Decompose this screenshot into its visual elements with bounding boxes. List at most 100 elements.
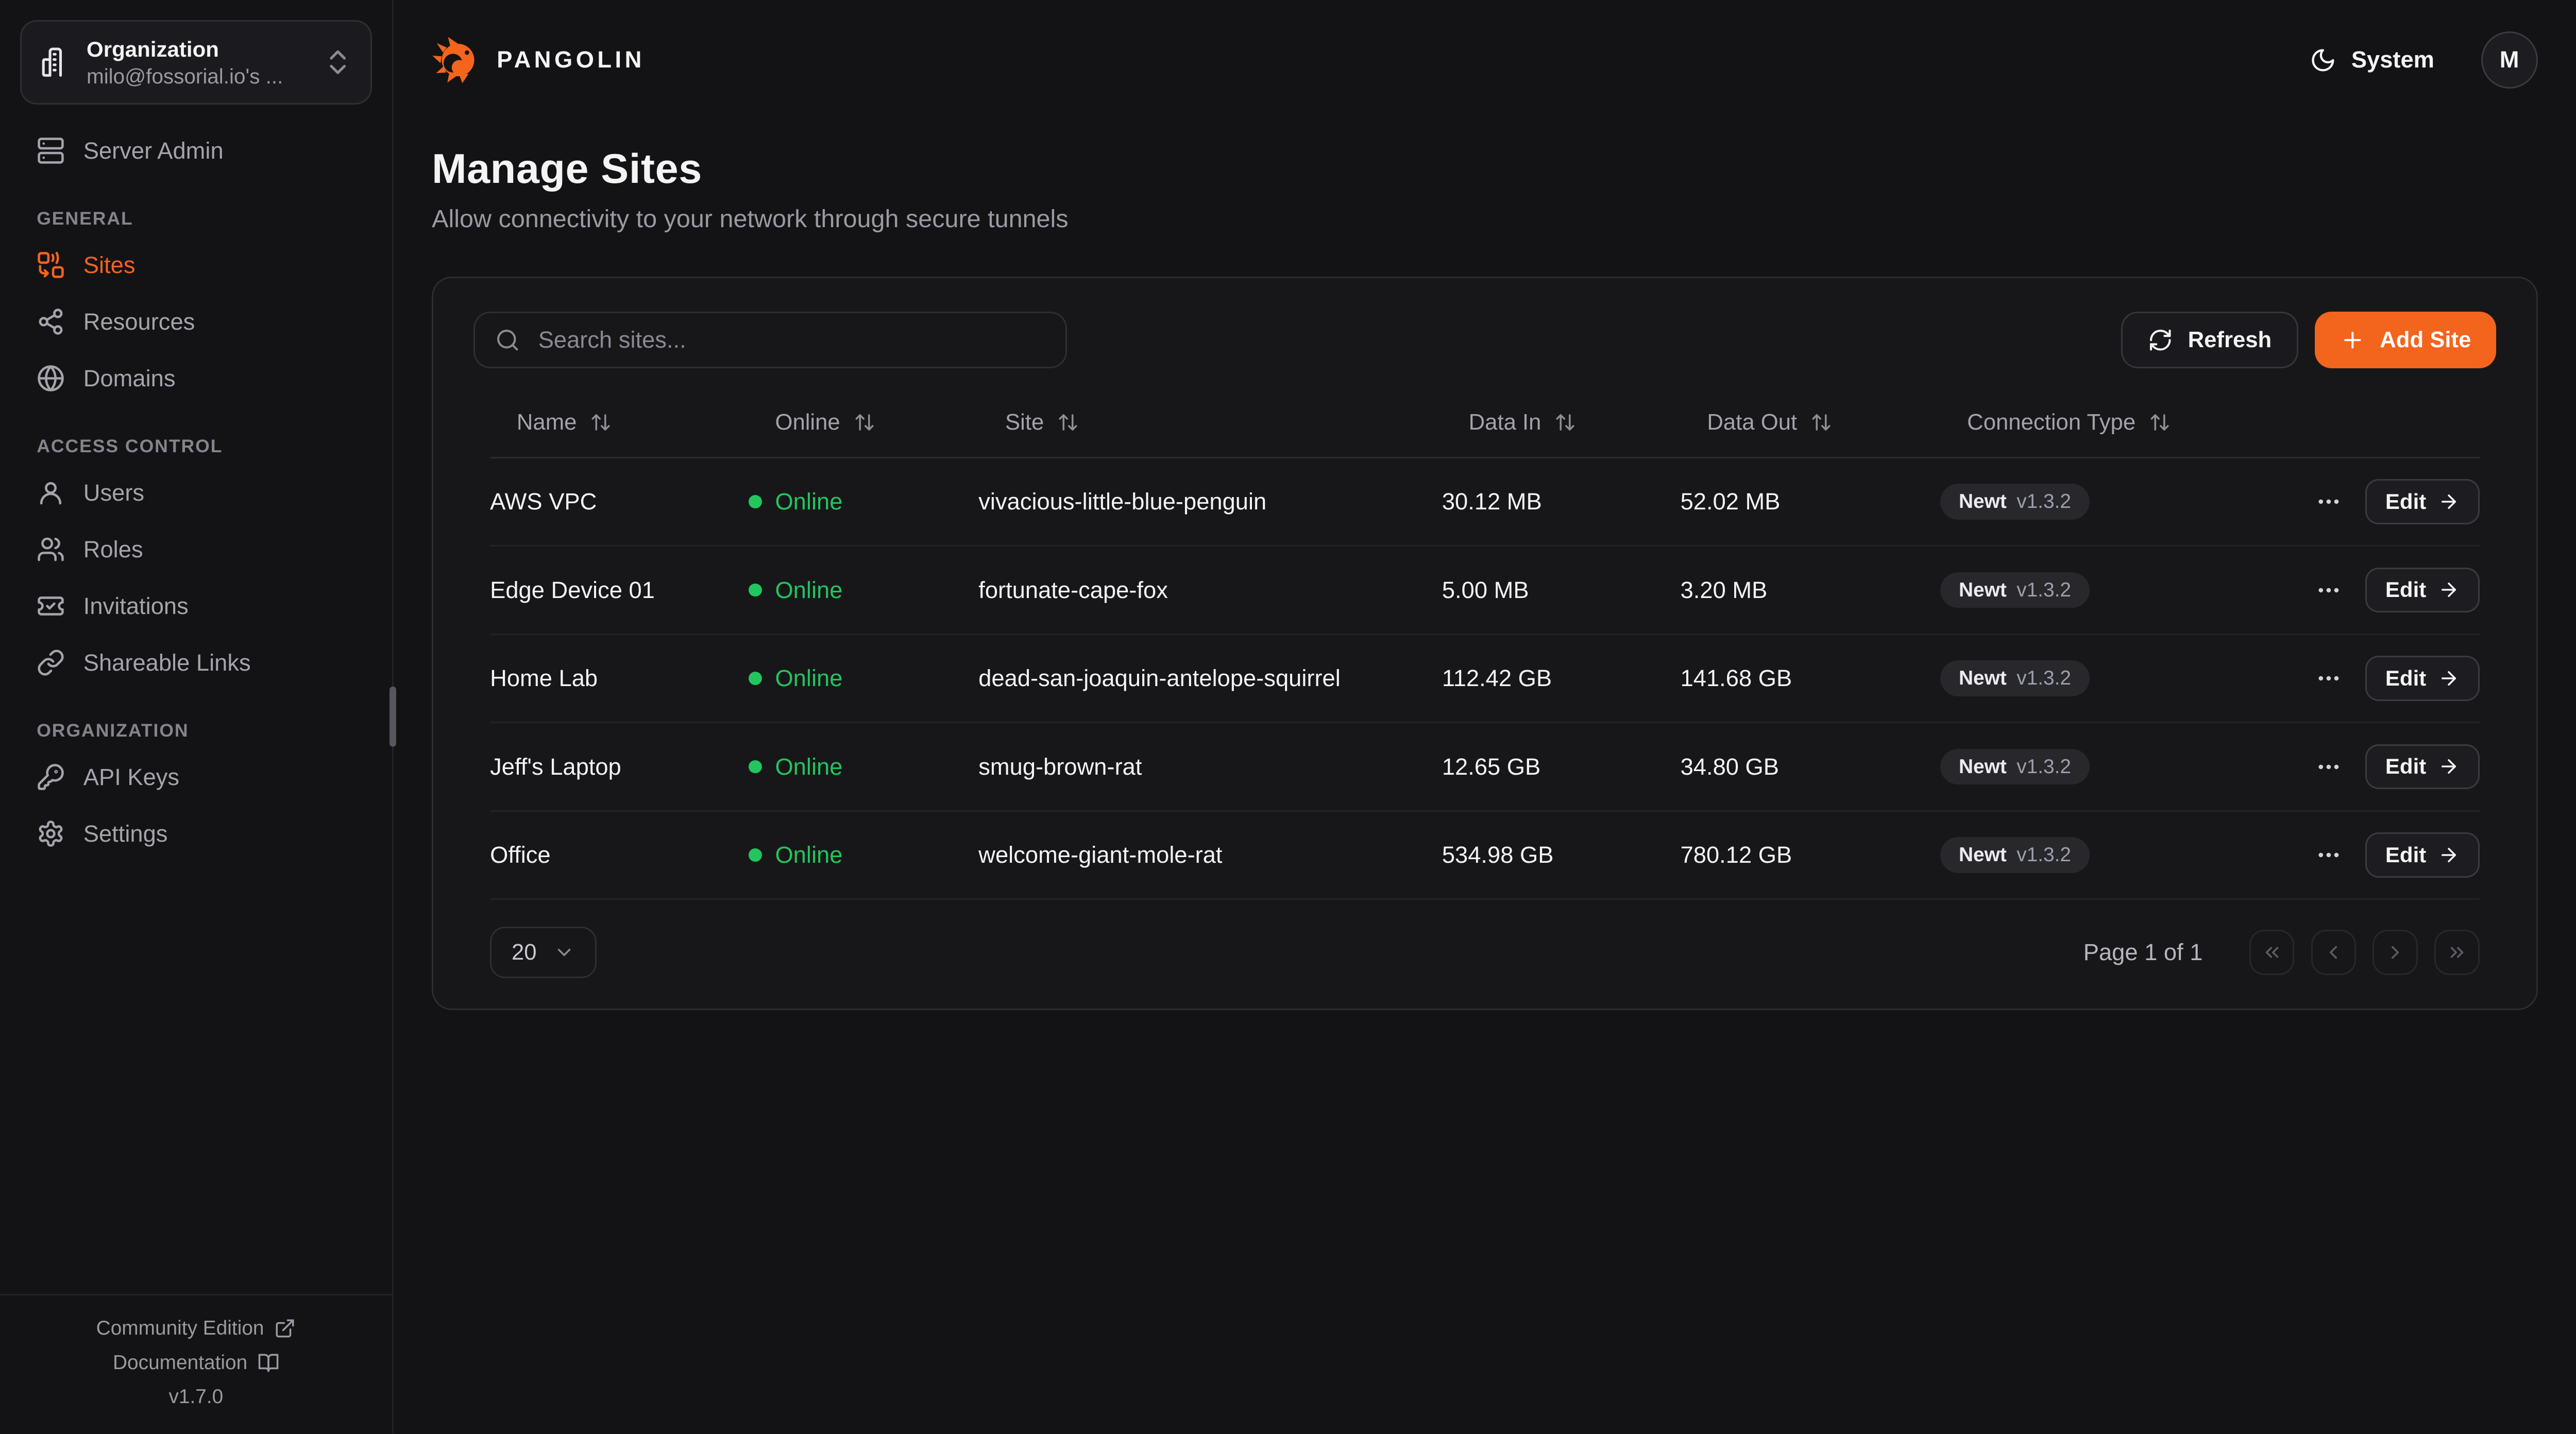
search-input[interactable] — [535, 325, 1045, 355]
column-header-online[interactable]: Online — [749, 409, 979, 435]
org-selector-label: Organization — [87, 37, 219, 61]
sidebar-sections: GENERAL Sites Resources Domains ACCESS CONTR… — [20, 208, 372, 861]
refresh-button[interactable]: Refresh — [2121, 312, 2298, 369]
theme-toggle-label: System — [2351, 46, 2434, 73]
avatar-initial: M — [2499, 46, 2519, 73]
connection-name: Newt — [1959, 578, 2007, 601]
sidebar-nav: Server Admin GENERAL Sites Resources Domain… — [0, 115, 392, 863]
site-name-cell: Office — [490, 842, 551, 868]
row-actions: Edit — [2286, 479, 2480, 524]
user-avatar[interactable]: M — [2481, 31, 2538, 89]
connection-type-cell: Newt v1.3.2 — [1940, 484, 2286, 520]
sidebar-item-invitations[interactable]: Invitations — [20, 578, 372, 634]
column-header-data-in[interactable]: Data In — [1442, 409, 1681, 435]
last-page-button[interactable] — [2434, 930, 2480, 975]
column-header-site[interactable]: Site — [978, 409, 1442, 435]
column-label: Site — [1005, 409, 1044, 435]
settings-icon — [37, 820, 65, 848]
online-status-dot — [748, 672, 762, 685]
connection-type-badge: Newt v1.3.2 — [1940, 484, 2090, 520]
sidebar-item-api-keys[interactable]: API Keys — [20, 749, 372, 805]
previous-page-button[interactable] — [2311, 930, 2357, 975]
sidebar-item-settings[interactable]: Settings — [20, 806, 372, 861]
theme-toggle-button[interactable]: System — [2300, 45, 2445, 75]
community-edition-link[interactable]: Community Edition — [96, 1317, 296, 1340]
connection-version: v1.3.2 — [2016, 667, 2071, 689]
arrow-right-icon — [2438, 491, 2460, 513]
online-status-dot — [748, 760, 762, 774]
column-label: Connection Type — [1967, 409, 2136, 435]
sidebar-footer: Community Edition Documentation v1.7.0 — [0, 1294, 392, 1433]
sidebar-item-users[interactable]: Users — [20, 465, 372, 520]
site-name-cell: AWS VPC — [490, 488, 597, 515]
status-cell: Online — [748, 753, 979, 780]
data-in-cell: 112.42 GB — [1442, 665, 1552, 691]
edit-button[interactable]: Edit — [2365, 479, 2480, 524]
sidebar-item-shareable-links[interactable]: Shareable Links — [20, 635, 372, 690]
combine-icon — [37, 251, 65, 279]
ellipsis-icon — [2315, 754, 2342, 780]
edit-button[interactable]: Edit — [2365, 832, 2480, 878]
edit-button[interactable]: Edit — [2365, 744, 2480, 790]
edit-button[interactable]: Edit — [2365, 567, 2480, 613]
row-menu-button[interactable] — [2312, 485, 2346, 519]
user-icon — [37, 479, 65, 507]
arrow-up-down-icon — [1554, 412, 1576, 433]
column-label: Name — [516, 409, 577, 435]
plus-icon — [2340, 328, 2365, 353]
connection-version: v1.3.2 — [2016, 844, 2071, 866]
building-icon — [38, 46, 70, 78]
edit-label: Edit — [2385, 665, 2427, 690]
page-size-value: 20 — [511, 940, 537, 965]
row-menu-button[interactable] — [2312, 573, 2346, 607]
row-menu-button[interactable] — [2312, 750, 2346, 783]
org-selector[interactable]: Organization milo@fossorial.io's ... — [20, 20, 372, 105]
connection-type-badge: Newt v1.3.2 — [1940, 837, 2090, 873]
arrow-up-down-icon — [2149, 412, 2171, 433]
site-tunnel-cell: welcome-giant-mole-rat — [978, 842, 1223, 868]
brand[interactable]: PANGOLIN — [432, 35, 645, 85]
status-badge: Online — [775, 753, 843, 780]
edit-label: Edit — [2385, 754, 2427, 779]
page-size-select[interactable]: 20 — [490, 927, 597, 979]
sidebar-item-resources[interactable]: Resources — [20, 294, 372, 349]
site-tunnel-cell: vivacious-little-blue-penguin — [978, 488, 1267, 515]
sidebar-item-label: API Keys — [83, 764, 180, 791]
sidebar: Organization milo@fossorial.io's ... Ser… — [0, 0, 396, 1433]
sidebar-item-roles[interactable]: Roles — [20, 522, 372, 577]
row-menu-button[interactable] — [2312, 839, 2346, 872]
sites-table: Name Online Site Data In Data Out Connection … — [473, 388, 2496, 900]
data-in-cell: 5.00 MB — [1442, 576, 1529, 603]
ellipsis-icon — [2315, 577, 2342, 604]
pangolin-logo-icon — [432, 37, 474, 83]
refresh-icon — [2148, 328, 2173, 353]
column-header-connection-type[interactable]: Connection Type — [1940, 409, 2286, 435]
edit-button[interactable]: Edit — [2365, 656, 2480, 701]
sidebar-item-label: Sites — [83, 252, 135, 278]
ticket-check-icon — [37, 592, 65, 620]
first-page-button[interactable] — [2249, 930, 2295, 975]
column-header-data-out[interactable]: Data Out — [1681, 409, 1941, 435]
connection-type-cell: Newt v1.3.2 — [1940, 748, 2286, 785]
topbar-right: System M — [2300, 31, 2538, 89]
sidebar-resize-handle[interactable] — [389, 687, 396, 747]
sidebar-item-domains[interactable]: Domains — [20, 351, 372, 406]
chevrons-up-down-icon — [322, 46, 353, 78]
moon-icon — [2310, 47, 2336, 74]
column-header-name[interactable]: Name — [490, 409, 749, 435]
connection-name: Newt — [1959, 490, 2007, 513]
documentation-link[interactable]: Documentation — [113, 1352, 279, 1374]
row-menu-button[interactable] — [2312, 662, 2346, 695]
key-icon — [37, 763, 65, 791]
add-site-button[interactable]: Add Site — [2315, 312, 2496, 369]
sidebar-item-server-admin[interactable]: Server Admin — [20, 123, 372, 178]
status-cell: Online — [748, 665, 979, 692]
brand-name: PANGOLIN — [497, 46, 645, 73]
sidebar-item-label: Server Admin — [83, 137, 224, 164]
site-name-cell: Home Lab — [490, 665, 598, 691]
sidebar-item-sites[interactable]: Sites — [20, 237, 372, 293]
table-body: AWS VPC Online vivacious-little-blue-pengu… — [490, 458, 2480, 900]
next-page-button[interactable] — [2372, 930, 2418, 975]
data-out-cell: 780.12 GB — [1680, 842, 1792, 868]
